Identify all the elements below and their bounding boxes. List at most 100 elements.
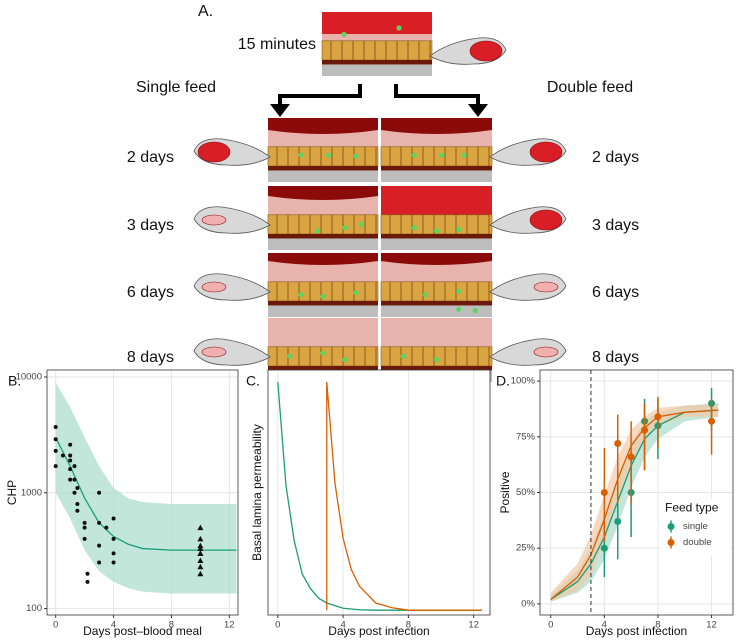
point [85,571,90,576]
point [68,458,73,463]
point [60,453,65,458]
parasite [358,221,365,227]
x-tick-label: 8 [406,620,411,631]
legend-swatch [667,539,675,546]
legend-label: single [683,521,708,532]
parasite [456,226,462,233]
series-line [277,381,482,611]
y-axis-label: Basal lamina permeability [250,424,264,561]
confidence-band [55,382,237,594]
parasite [342,225,348,231]
mosquito [489,273,567,301]
abdomen [533,346,559,358]
point [97,560,102,565]
parasite [320,350,326,356]
abdomen [529,209,563,231]
point [72,477,77,482]
mosquito-body [193,273,271,301]
hemocoel [381,238,492,250]
point [197,570,204,577]
x-tick-label: 12 [468,620,479,631]
x-tick-label: 0 [53,620,58,631]
point [614,440,622,447]
panel-label: C. [246,373,260,389]
parasite [341,31,347,37]
x-tick-label: 4 [111,620,116,631]
x-tick-label: 12 [224,620,235,631]
mosquito-body [489,273,567,301]
legend-label: double [683,537,712,548]
point [82,536,87,541]
y-tick-label: 100 [26,603,42,614]
y-tick-label: 75% [516,431,536,442]
point [68,467,73,472]
lumen [381,318,492,350]
epithelium [380,281,493,302]
time-label: 6 days [592,284,639,301]
x-tick-label: 4 [602,620,607,631]
mosquito [489,138,567,166]
point [53,448,58,453]
fit-line [550,409,719,600]
y-axis-label: CHP [5,480,19,505]
hemocoel [322,64,432,76]
point [82,520,87,525]
hemocoel [268,170,378,182]
point [53,425,58,430]
plot-area [268,370,490,615]
parasite [411,152,417,158]
x-tick-label: 0 [548,620,553,631]
x-tick-label: 0 [275,620,280,631]
mosquito [193,138,271,166]
point [68,453,73,458]
mosquito [489,338,567,366]
epithelium [267,346,379,367]
point [197,550,204,556]
point [654,413,662,421]
point [197,535,204,542]
point [104,525,109,530]
blood [322,12,432,34]
parasite [298,152,304,158]
parasite [314,228,321,234]
time-label: 3 days [127,217,174,234]
fit-line [550,409,719,600]
point [197,524,204,531]
point [82,525,87,530]
plot-border [46,369,239,616]
time-label: 3 days [592,217,639,234]
panel-label: A. [198,3,213,20]
point [197,545,204,552]
point [53,437,58,442]
lumen [268,318,378,350]
mosquito [429,37,507,65]
lamina [381,166,492,171]
point [75,508,80,513]
point [111,551,116,556]
column-title: Single feed [136,79,216,96]
point [75,502,80,507]
parasite [433,357,440,363]
point [85,579,90,584]
point [111,516,116,521]
parasite [411,225,417,231]
abdomen [469,40,503,62]
parasite [456,306,462,312]
abdomen [201,214,227,226]
hemocoel [268,238,378,250]
x-axis-label: Days post infection [586,624,687,638]
mosquito-body [193,338,271,366]
abdomen [197,141,231,163]
point [97,520,102,525]
x-tick-label: 8 [655,620,660,631]
parasite [400,353,406,359]
point [53,464,58,469]
point [72,464,77,469]
point [68,477,73,482]
x-axis-label: Days post infection [328,624,429,638]
hemocoel [381,305,492,317]
y-tick-label: 100% [511,376,536,387]
old-blood [268,186,378,200]
panel-label: B. [8,373,21,389]
